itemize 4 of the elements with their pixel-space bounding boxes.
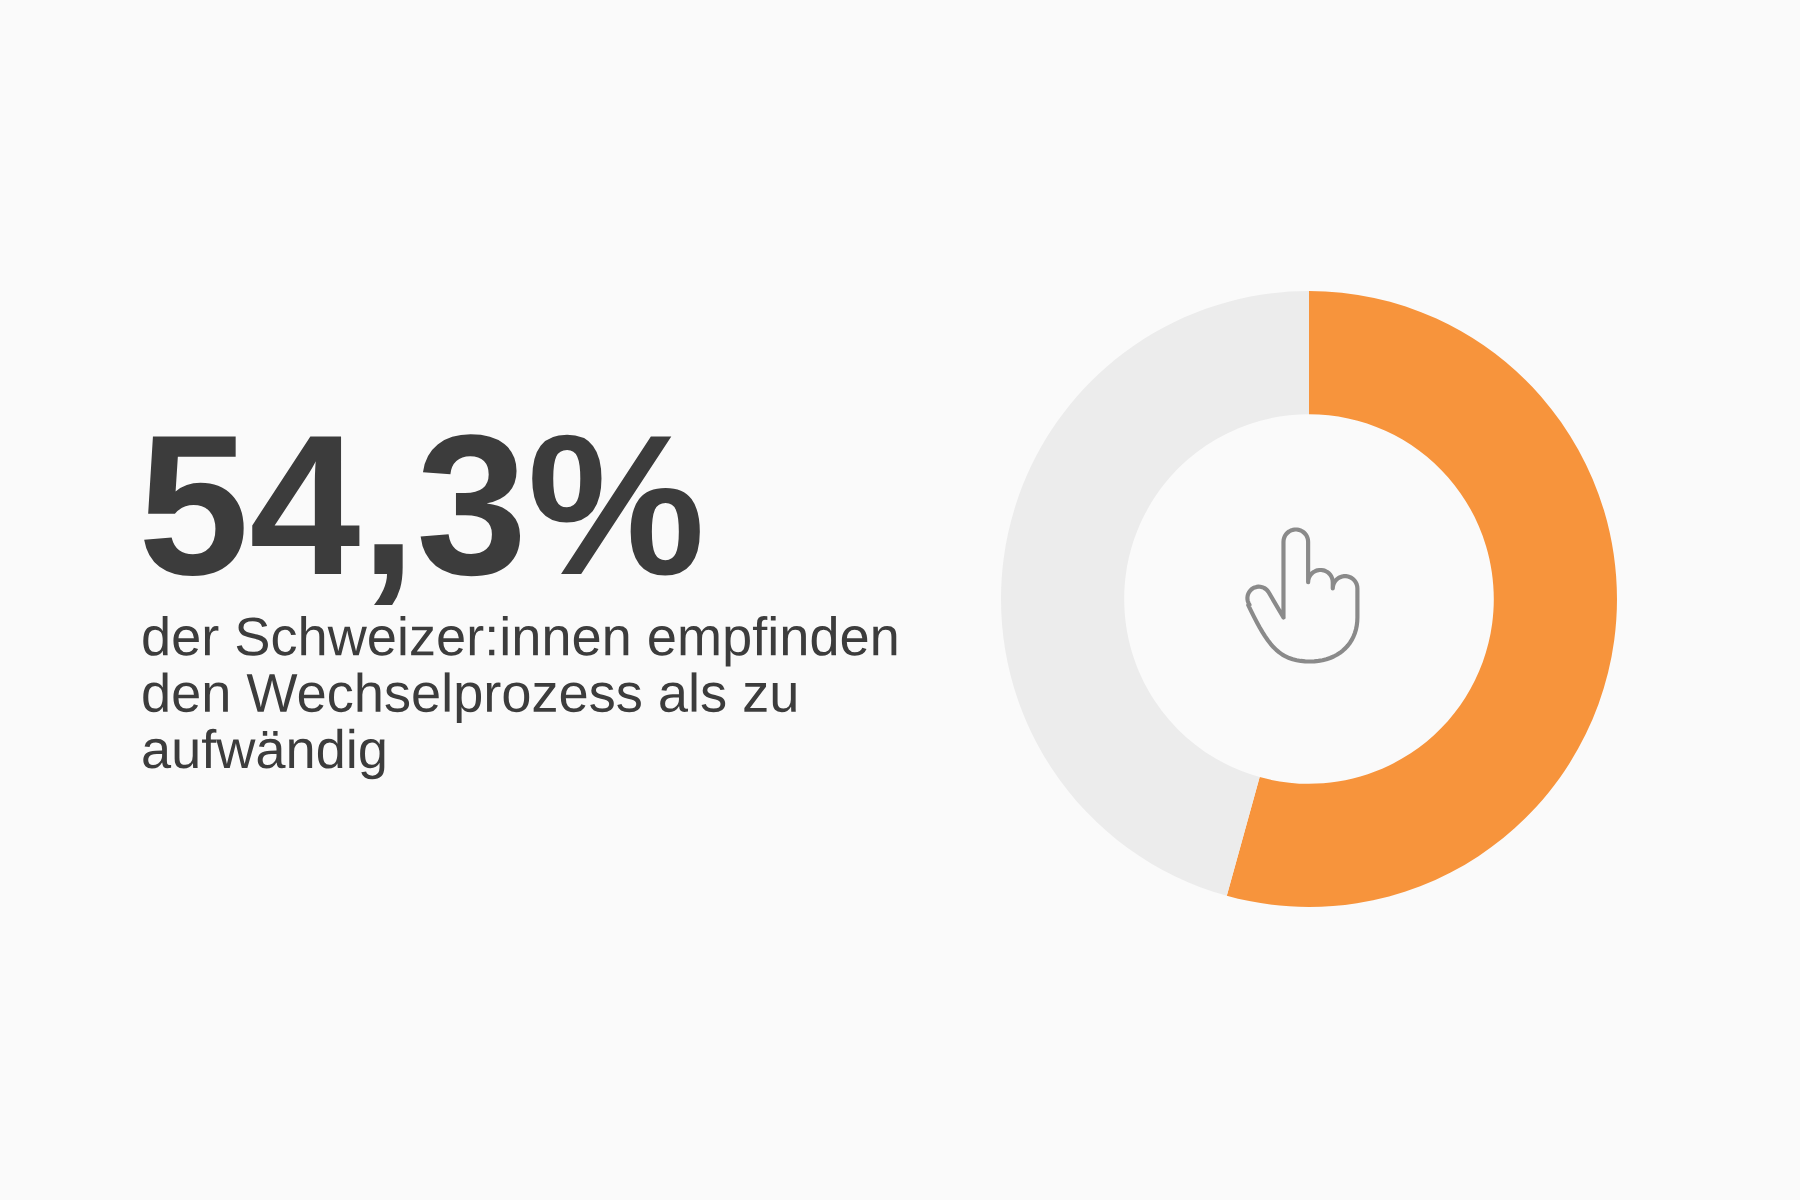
donut-slice bbox=[1226, 291, 1617, 907]
text: 54,3% bbox=[144, 434, 700, 605]
donut-slice bbox=[1001, 291, 1309, 896]
text: der Schweizer:innen empfinden den Wechselprozess als zu aufwändig bbox=[143, 616, 897, 780]
